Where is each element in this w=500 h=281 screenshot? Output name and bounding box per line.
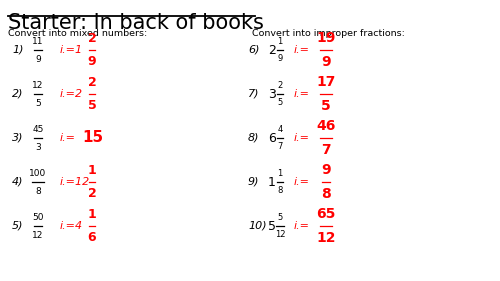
- Text: 6): 6): [248, 45, 260, 55]
- Text: 2: 2: [278, 81, 282, 90]
- Text: Starter: In back of books: Starter: In back of books: [8, 13, 264, 33]
- Text: Convert into mixed numbers:: Convert into mixed numbers:: [8, 29, 147, 38]
- Text: 4: 4: [278, 125, 282, 134]
- Text: 2: 2: [268, 44, 276, 56]
- Text: 5: 5: [268, 219, 276, 232]
- Text: 17: 17: [316, 74, 336, 89]
- Text: 2: 2: [88, 76, 96, 89]
- Text: 7: 7: [321, 144, 331, 157]
- Text: 1: 1: [88, 208, 96, 221]
- Text: 1: 1: [268, 176, 276, 189]
- Text: 5: 5: [278, 98, 282, 107]
- Text: i.=: i.=: [294, 89, 310, 99]
- Text: 4): 4): [12, 177, 24, 187]
- Text: 5: 5: [35, 99, 41, 108]
- Text: 1: 1: [278, 169, 282, 178]
- Text: 2): 2): [12, 89, 24, 99]
- Text: 10): 10): [248, 221, 266, 231]
- Text: 8: 8: [321, 187, 331, 201]
- Text: 5: 5: [321, 99, 331, 114]
- Text: i.=: i.=: [60, 133, 76, 143]
- Text: i.=: i.=: [294, 133, 310, 143]
- Text: i.=: i.=: [294, 177, 310, 187]
- Text: 5: 5: [88, 99, 96, 112]
- Text: 1: 1: [88, 164, 96, 177]
- Text: 12: 12: [32, 80, 44, 90]
- Text: 8: 8: [278, 186, 282, 195]
- Text: 7): 7): [248, 89, 260, 99]
- Text: 8): 8): [248, 133, 260, 143]
- Text: i.=: i.=: [294, 221, 310, 231]
- Text: 9: 9: [278, 54, 282, 63]
- Text: 5): 5): [12, 221, 24, 231]
- Text: 9): 9): [248, 177, 260, 187]
- Text: 45: 45: [32, 124, 44, 133]
- Text: 6: 6: [268, 132, 276, 144]
- Text: 8: 8: [35, 187, 41, 196]
- Text: 3: 3: [35, 142, 41, 151]
- Text: 100: 100: [30, 169, 46, 178]
- Text: 3: 3: [268, 87, 276, 101]
- Text: i.=4: i.=4: [60, 221, 83, 231]
- Text: 6: 6: [88, 231, 96, 244]
- Text: 2: 2: [88, 187, 96, 200]
- Text: 9: 9: [321, 56, 331, 69]
- Text: 12: 12: [275, 230, 285, 239]
- Text: 15: 15: [82, 130, 103, 146]
- Text: i.=12: i.=12: [60, 177, 90, 187]
- Text: 2: 2: [88, 32, 96, 45]
- Text: 1: 1: [278, 37, 282, 46]
- Text: i.=2: i.=2: [60, 89, 83, 99]
- Text: Convert into improper fractions:: Convert into improper fractions:: [252, 29, 405, 38]
- Text: 3): 3): [12, 133, 24, 143]
- Text: i.=1: i.=1: [60, 45, 83, 55]
- Text: 5: 5: [278, 213, 282, 222]
- Text: 1): 1): [12, 45, 24, 55]
- Text: 9: 9: [35, 55, 41, 64]
- Text: i.=: i.=: [294, 45, 310, 55]
- Text: 12: 12: [316, 232, 336, 246]
- Text: 65: 65: [316, 207, 336, 221]
- Text: 9: 9: [321, 162, 331, 176]
- Text: 19: 19: [316, 31, 336, 44]
- Text: 50: 50: [32, 212, 44, 221]
- Text: 11: 11: [32, 37, 44, 46]
- Text: 7: 7: [278, 142, 282, 151]
- Text: 46: 46: [316, 119, 336, 133]
- Text: 12: 12: [32, 230, 44, 239]
- Text: 9: 9: [88, 55, 96, 68]
